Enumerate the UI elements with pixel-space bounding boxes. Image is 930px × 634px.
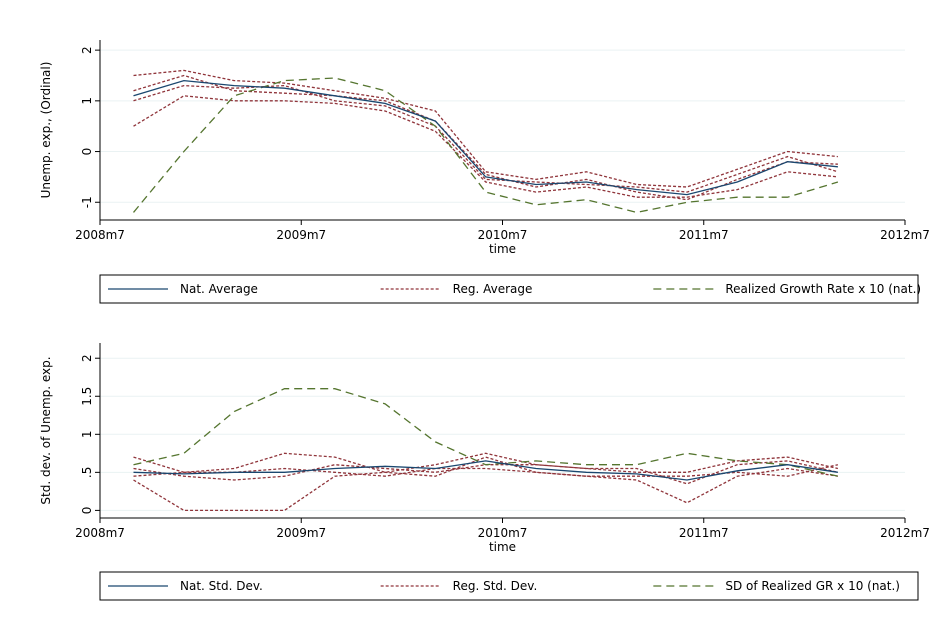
- x-tick-label: 2009m7: [276, 526, 326, 540]
- x-tick-label: 2008m7: [75, 228, 125, 242]
- x-tick-label: 2009m7: [276, 228, 326, 242]
- plot-area: [100, 343, 905, 518]
- series-line: [133, 464, 839, 477]
- legend-label: SD of Realized GR x 10 (nat.): [725, 579, 900, 593]
- x-tick-label: 2011m7: [679, 228, 729, 242]
- y-tick-label: 0: [80, 148, 94, 156]
- legend-box: [99, 274, 919, 304]
- series-line: [133, 95, 838, 198]
- series-line: [133, 84, 839, 193]
- x-axis-title: time: [489, 242, 516, 256]
- y-tick-label: 1: [80, 430, 94, 438]
- y-tick-label: 1.5: [80, 387, 94, 406]
- x-tick-label: 2012m7: [880, 228, 930, 242]
- legend-label: Nat. Std. Dev.: [180, 579, 263, 593]
- series-line: [133, 452, 839, 473]
- x-axis-title: time: [489, 540, 516, 554]
- y-tick-label: 2: [80, 354, 94, 362]
- x-tick-label: 2008m7: [75, 526, 125, 540]
- y-tick-label: 1: [80, 97, 94, 105]
- x-tick-label: 2010m7: [478, 228, 528, 242]
- legend-label: Reg. Std. Dev.: [453, 579, 538, 593]
- y-tick-label: 2: [80, 46, 94, 54]
- y-axis-title: Unemp. exp., (Ordinal): [39, 62, 53, 199]
- y-tick-label: .5: [80, 467, 94, 478]
- legend-label: Realized Growth Rate x 10 (nat.): [725, 282, 921, 296]
- legend-box: [99, 571, 919, 601]
- legend-label: Nat. Average: [180, 282, 258, 296]
- series-line: [132, 77, 839, 214]
- y-tick-label: 0: [80, 507, 94, 515]
- series-line: [133, 79, 838, 196]
- series-line: [133, 388, 839, 477]
- x-tick-label: 2010m7: [478, 526, 528, 540]
- plot-area: [100, 40, 905, 220]
- y-axis-title: Std. dev. of Unemp. exp.: [39, 356, 53, 504]
- x-tick-label: 2012m7: [880, 526, 930, 540]
- y-tick-label: -1: [80, 196, 94, 208]
- legend-label: Reg. Average: [453, 282, 533, 296]
- series-line: [133, 460, 838, 481]
- series-line: [133, 456, 838, 512]
- x-tick-label: 2011m7: [679, 526, 729, 540]
